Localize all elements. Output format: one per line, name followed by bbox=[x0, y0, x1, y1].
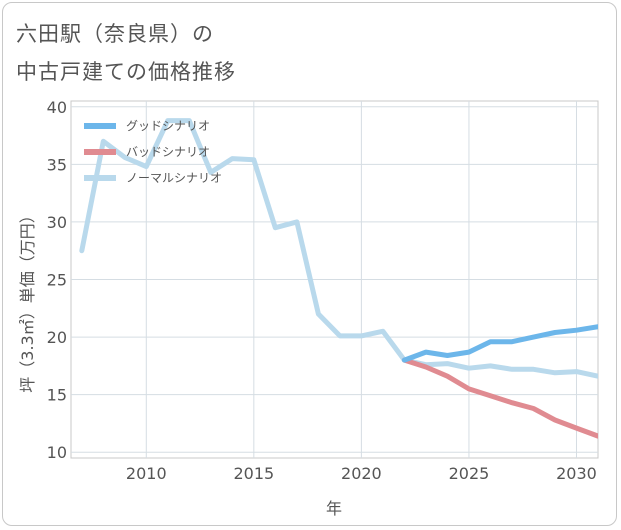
y-tick-label: 40 bbox=[47, 98, 67, 117]
chart-title-line2: 中古戸建ての価格推移 bbox=[16, 60, 236, 84]
chart-title-line1: 六田駅（奈良県）の bbox=[16, 22, 214, 46]
x-tick-labels: 2010 2015 2020 2025 2030 bbox=[126, 464, 597, 483]
y-tick-label: 30 bbox=[47, 213, 67, 232]
y-tick-label: 15 bbox=[47, 386, 67, 405]
y-tick-labels: 10 15 20 25 30 35 40 bbox=[47, 98, 67, 462]
x-tick-label: 2025 bbox=[449, 464, 490, 483]
y-tick-label: 10 bbox=[47, 443, 67, 462]
y-tick-label: 35 bbox=[47, 155, 67, 174]
y-tick-label: 25 bbox=[47, 271, 67, 290]
x-axis-label: 年 bbox=[326, 499, 342, 518]
y-axis-label: 坪（3.3㎡）単価（万円） bbox=[18, 207, 37, 392]
chart-card bbox=[2, 2, 617, 526]
series-line-0 bbox=[401, 324, 598, 363]
y-tick-label: 20 bbox=[47, 328, 67, 347]
series-lines bbox=[79, 118, 598, 439]
series-line-2 bbox=[79, 118, 598, 379]
x-tick-label: 2010 bbox=[126, 464, 167, 483]
x-tick-label: 2020 bbox=[341, 464, 382, 483]
legend-label: バッドシナリオ bbox=[126, 145, 210, 159]
legend-label: ノーマルシナリオ bbox=[126, 171, 222, 185]
x-tick-label: 2015 bbox=[233, 464, 274, 483]
series-line-1 bbox=[401, 357, 598, 439]
grid-lines bbox=[71, 101, 598, 458]
x-tick-label: 2030 bbox=[556, 464, 597, 483]
legend-label: グッドシナリオ bbox=[126, 119, 210, 133]
